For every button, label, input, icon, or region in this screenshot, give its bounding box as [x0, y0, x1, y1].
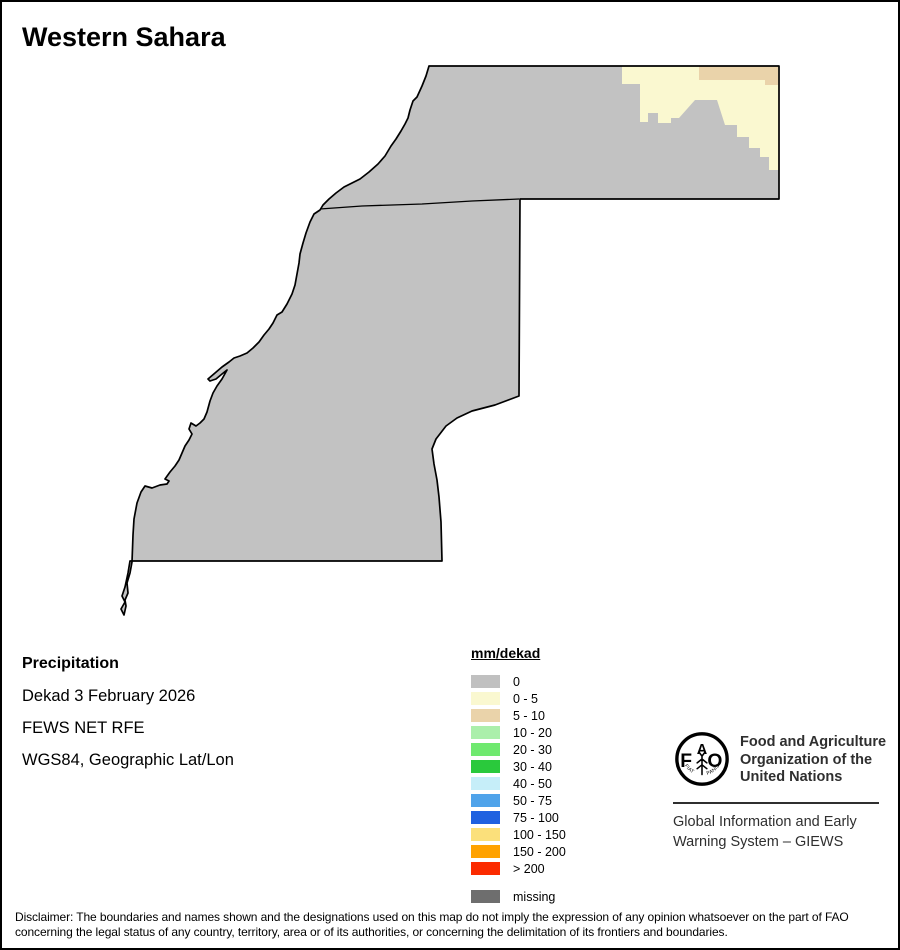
- disclaimer: Disclaimer: The boundaries and names sho…: [15, 910, 880, 940]
- legend-row: 40 - 50: [471, 775, 611, 792]
- territory-outline: [120, 65, 780, 616]
- legend-swatch: [471, 692, 500, 705]
- giews-line: Global Information and Early: [673, 814, 857, 830]
- legend-label: 40 - 50: [513, 776, 552, 791]
- legend-swatch: [471, 760, 500, 773]
- info-heading: Precipitation: [22, 655, 119, 672]
- legend-label-missing: missing: [513, 889, 556, 904]
- giews-label: Global Information and Early Warning Sys…: [673, 813, 893, 852]
- legend-swatch: [471, 828, 500, 841]
- legend-label: 5 - 10: [513, 708, 545, 723]
- map-info-block: Precipitation Dekad 3 February 2026 FEWS…: [22, 655, 234, 783]
- legend-swatch: [471, 709, 500, 722]
- territory-land: [121, 66, 779, 615]
- interior-admin-boundary: [319, 198, 520, 210]
- legend-swatch: [471, 675, 500, 688]
- fao-logo-letter-a: A: [697, 742, 708, 758]
- legend-row: 75 - 100: [471, 809, 611, 826]
- page-title: Western Sahara: [22, 22, 226, 52]
- legend: mm/dekad 0 0 - 5 5 - 10: [471, 645, 611, 905]
- fao-logo: F A O FIAT PANIS: [675, 732, 729, 786]
- legend-items: 0 0 - 5 5 - 10 10 - 20: [471, 673, 611, 877]
- fao-divider: [673, 802, 879, 804]
- legend-row: 50 - 75: [471, 792, 611, 809]
- disclaimer-line: Disclaimer: The boundaries and names sho…: [15, 910, 849, 924]
- legend-label: > 200: [513, 861, 545, 876]
- fao-org-line: United Nations: [740, 769, 843, 785]
- legend-row: 0: [471, 673, 611, 690]
- legend-row: 5 - 10: [471, 707, 611, 724]
- legend-swatch: [471, 777, 500, 790]
- fao-org-line: Organization of the: [740, 751, 873, 768]
- fao-logo-letter-o: O: [707, 751, 722, 772]
- fao-logo-fiat-text: FIAT: [683, 763, 695, 775]
- legend-label: 50 - 75: [513, 793, 552, 808]
- legend-row: > 200: [471, 860, 611, 877]
- legend-row: 30 - 40: [471, 758, 611, 775]
- legend-label: 20 - 30: [513, 742, 552, 757]
- rainfall-patch-5-10mm: [699, 66, 778, 85]
- legend-swatch: [471, 845, 500, 858]
- fao-org-line: Food and Agriculture: [740, 734, 887, 750]
- legend-label: 100 - 150: [513, 827, 566, 842]
- legend-swatch: [471, 794, 500, 807]
- legend-row: 0 - 5: [471, 690, 611, 707]
- rainfall-patch-0-5mm: [622, 66, 779, 170]
- legend-row: 150 - 200: [471, 843, 611, 860]
- giews-line: Warning System – GIEWS: [673, 833, 844, 850]
- legend-label: 10 - 20: [513, 725, 552, 740]
- info-line: FEWS NET RFE: [22, 719, 145, 737]
- legend-label: 75 - 100: [513, 810, 559, 825]
- legend-label: 0: [513, 674, 520, 689]
- legend-row: 20 - 30: [471, 741, 611, 758]
- legend-swatch: [471, 862, 500, 875]
- info-line: Dekad 3 February 2026: [22, 687, 196, 705]
- legend-swatch: [471, 743, 500, 756]
- info-lines: Dekad 3 February 2026 FEWS NET RFE WGS84…: [22, 687, 234, 770]
- legend-row: 10 - 20: [471, 724, 611, 741]
- legend-swatch-missing: [471, 890, 500, 903]
- legend-title: mm/dekad: [471, 645, 541, 661]
- disclaimer-line: concerning the legal status of any count…: [15, 925, 728, 939]
- legend-row-missing: missing: [471, 888, 611, 905]
- legend-label: 0 - 5: [513, 691, 539, 706]
- western-sahara-map: [120, 65, 780, 616]
- info-line: WGS84, Geographic Lat/Lon: [22, 751, 234, 769]
- fao-logo-letter-f: F: [680, 751, 692, 772]
- legend-swatch: [471, 811, 500, 824]
- legend-row: 100 - 150: [471, 826, 611, 843]
- legend-label: 30 - 40: [513, 759, 552, 774]
- wheat-ear-icon: [696, 751, 708, 776]
- legend-swatch: [471, 726, 500, 739]
- fao-org-name: Food and Agriculture Organization of the…: [740, 734, 890, 787]
- legend-label: 150 - 200: [513, 844, 566, 859]
